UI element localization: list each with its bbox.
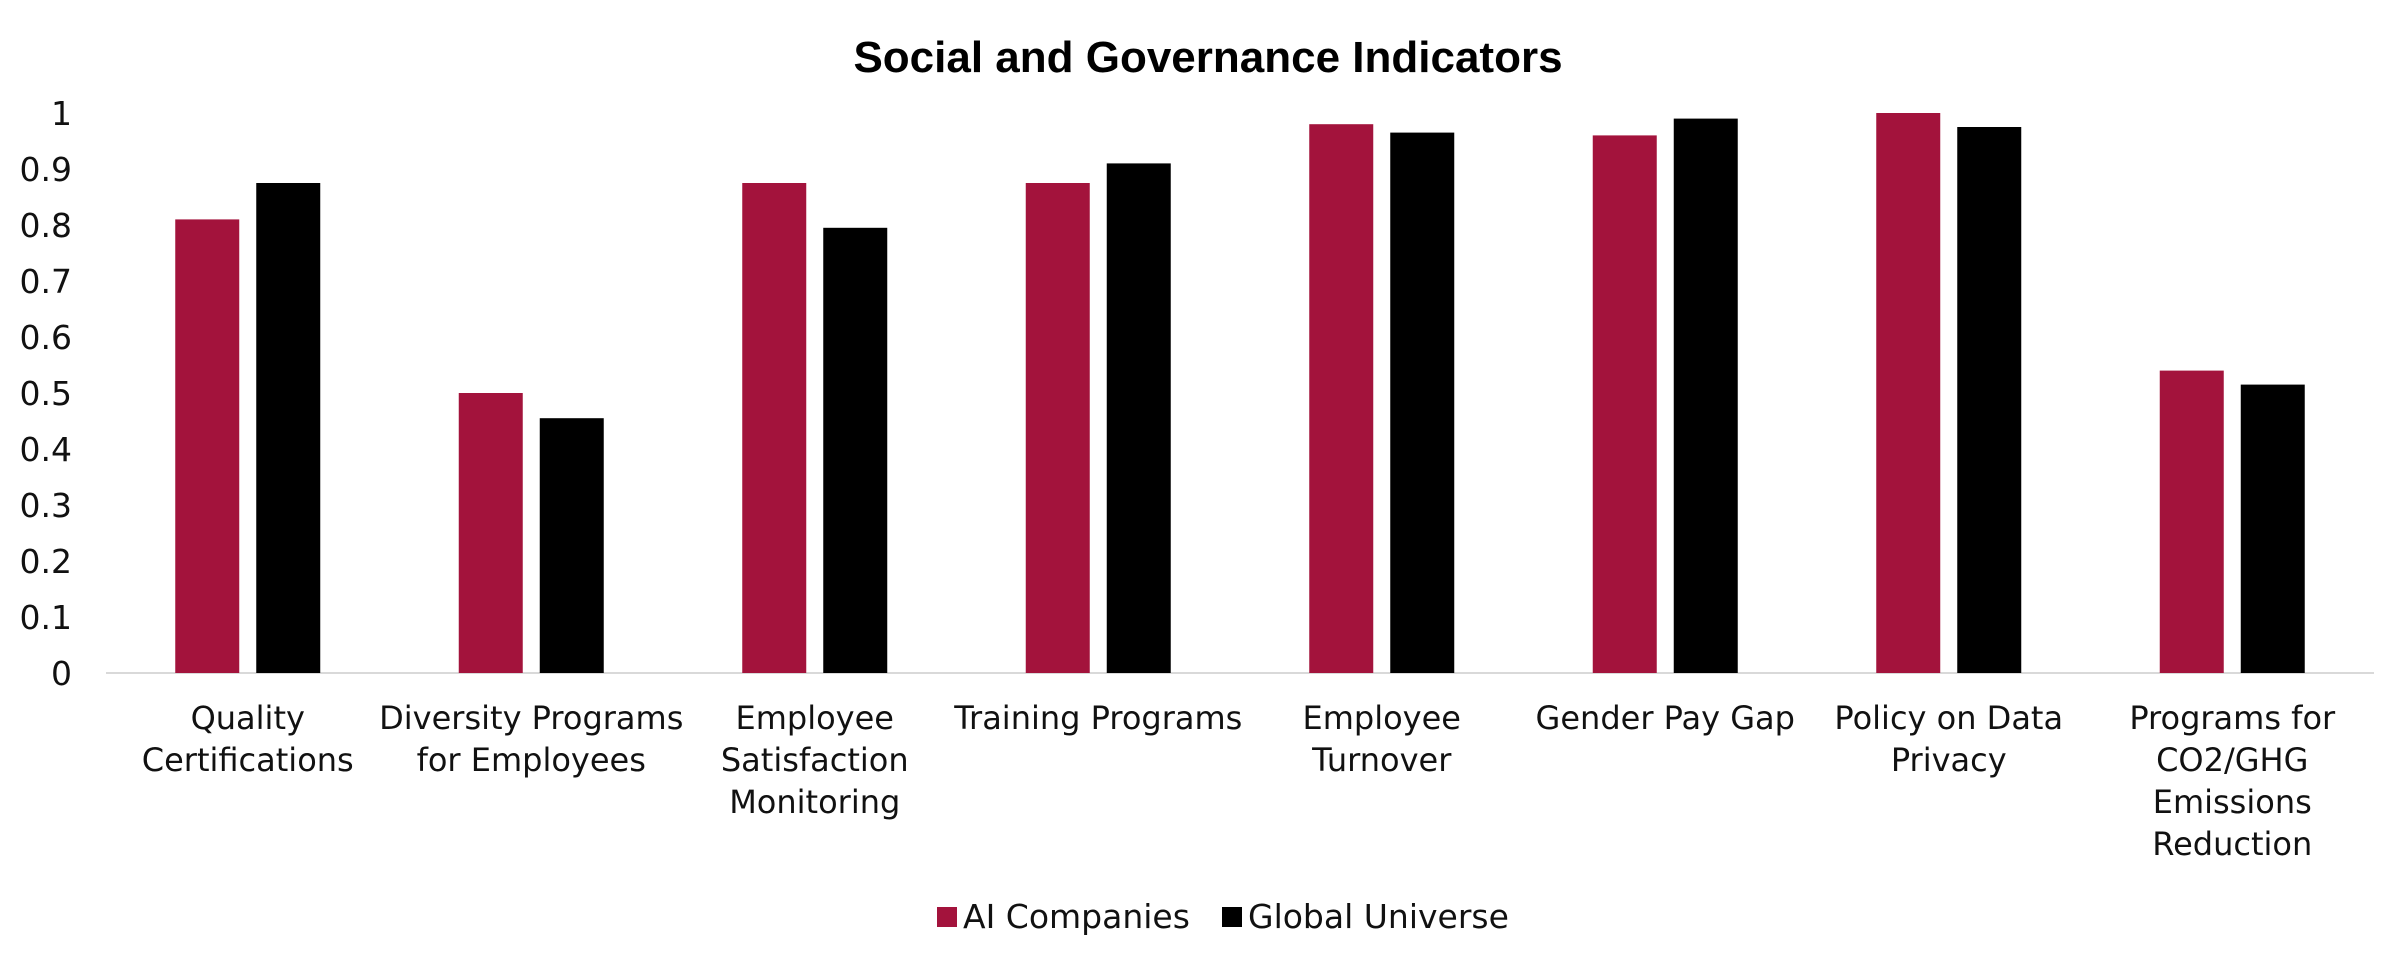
bar-ai-companies bbox=[1025, 183, 1090, 673]
bar-global-universe bbox=[256, 183, 321, 673]
x-category-label-line: Employee bbox=[736, 699, 894, 737]
x-category-label-line: Employee bbox=[1303, 699, 1461, 737]
x-category-label-line: Emissions bbox=[2153, 783, 2312, 821]
y-tick-label: 0.4 bbox=[20, 430, 72, 469]
x-category-label-line: Quality bbox=[191, 699, 305, 737]
x-category-label: Diversity Programs for Employees bbox=[379, 699, 683, 779]
x-category-label: Gender Pay Gap bbox=[1536, 699, 1795, 737]
bar-global-universe bbox=[1390, 132, 1455, 674]
x-category-label: Employee Satisfaction Monitoring bbox=[721, 699, 909, 821]
x-category-label-line: Policy on Data bbox=[1834, 699, 2063, 737]
x-category-label-line: CO2/GHG bbox=[2156, 741, 2308, 779]
bar-global-universe bbox=[1106, 163, 1171, 673]
x-category-label-line: for Employees bbox=[417, 741, 646, 779]
chart-title: Social and Governance Indicators bbox=[853, 33, 1562, 82]
bar-ai-companies bbox=[1592, 135, 1657, 673]
legend-swatch bbox=[1222, 907, 1242, 927]
x-category-label: Policy on Data Privacy bbox=[1834, 699, 2063, 779]
x-category-label: Training Programs bbox=[953, 699, 1242, 737]
x-category-label-line: Training Programs bbox=[953, 699, 1242, 737]
y-axis: 0 0.1 0.2 0.3 0.4 0.5 0.6 0.7 0.8 0.9 1 bbox=[20, 94, 72, 693]
y-tick-label: 0 bbox=[51, 654, 72, 693]
bar-global-universe bbox=[1957, 127, 2022, 673]
x-category-label-line: Programs for bbox=[2129, 699, 2336, 737]
bar-ai-companies bbox=[1876, 113, 1941, 673]
x-category-label-line: Turnover bbox=[1311, 741, 1452, 779]
y-tick-label: 0.1 bbox=[20, 598, 72, 637]
legend: AI Companies Global Universe bbox=[937, 897, 1509, 936]
x-category-label-line: Gender Pay Gap bbox=[1536, 699, 1795, 737]
bar-global-universe bbox=[539, 418, 604, 673]
y-tick-label: 0.2 bbox=[20, 542, 72, 581]
bar-ai-companies bbox=[742, 183, 807, 673]
bar-ai-companies bbox=[458, 393, 523, 673]
x-category-label-line: Satisfaction bbox=[721, 741, 909, 779]
bar-ai-companies bbox=[2159, 370, 2224, 673]
y-tick-label: 0.7 bbox=[20, 262, 72, 301]
x-category-label-line: Monitoring bbox=[729, 783, 900, 821]
x-category-label-line: Reduction bbox=[2152, 825, 2312, 863]
legend-label: Global Universe bbox=[1248, 897, 1509, 936]
bar-global-universe bbox=[823, 227, 888, 674]
x-category-label: Employee Turnover bbox=[1303, 699, 1461, 779]
x-category-label: Quality Certifications bbox=[142, 699, 354, 779]
legend-label: AI Companies bbox=[963, 897, 1190, 936]
x-category-label: Programs for CO2/GHG Emissions Reduction bbox=[2129, 699, 2336, 863]
bar-global-universe bbox=[2240, 384, 2305, 673]
bars bbox=[175, 113, 2305, 674]
y-tick-label: 0.5 bbox=[20, 374, 72, 413]
y-tick-label: 0.8 bbox=[20, 206, 72, 245]
x-category-label-line: Diversity Programs bbox=[379, 699, 683, 737]
bar-global-universe bbox=[1673, 118, 1738, 674]
bar-ai-companies bbox=[1309, 124, 1374, 673]
bar-ai-companies bbox=[175, 219, 240, 673]
y-tick-label: 0.6 bbox=[20, 318, 72, 357]
legend-swatch bbox=[937, 907, 957, 927]
x-category-label-line: Certifications bbox=[142, 741, 354, 779]
x-category-label-line: Privacy bbox=[1891, 741, 2007, 779]
x-axis-labels: Quality Certifications Diversity Programs f… bbox=[142, 699, 2336, 863]
y-tick-label: 0.3 bbox=[20, 486, 72, 525]
y-tick-label: 1 bbox=[51, 94, 72, 133]
y-tick-label: 0.9 bbox=[20, 150, 72, 189]
